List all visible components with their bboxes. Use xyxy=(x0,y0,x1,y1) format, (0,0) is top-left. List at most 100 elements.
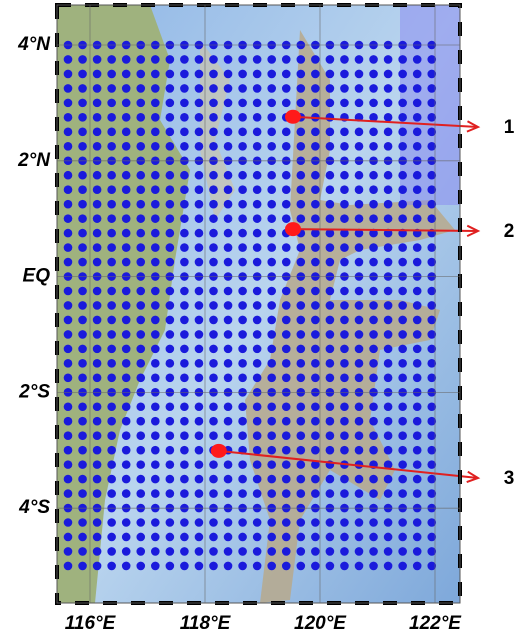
grid-point xyxy=(398,258,407,267)
grid-point xyxy=(136,547,145,556)
grid-point xyxy=(297,70,306,79)
grid-point xyxy=(253,113,262,122)
grid-point xyxy=(253,547,262,556)
grid-point xyxy=(282,446,291,455)
grid-point xyxy=(195,243,204,252)
grid-point xyxy=(340,287,349,296)
grid-point xyxy=(340,55,349,64)
grid-point xyxy=(136,402,145,411)
grid-point xyxy=(107,142,116,151)
grid-point xyxy=(180,518,189,527)
grid-point xyxy=(311,518,320,527)
grid-point xyxy=(297,243,306,252)
grid-point xyxy=(136,70,145,79)
grid-point xyxy=(151,301,160,310)
grid-point xyxy=(136,84,145,93)
grid-point xyxy=(107,431,116,440)
grid-point xyxy=(267,84,276,93)
grid-point xyxy=(64,258,73,267)
grid-point xyxy=(166,287,175,296)
grid-point xyxy=(107,374,116,383)
grid-point xyxy=(340,359,349,368)
grid-point xyxy=(180,417,189,426)
lon-tick-label: 120°E xyxy=(294,613,347,634)
grid-point xyxy=(180,70,189,79)
grid-point xyxy=(355,84,364,93)
grid-point xyxy=(107,128,116,137)
grid-point xyxy=(326,185,335,194)
grid-point xyxy=(209,229,218,238)
grid-point xyxy=(282,316,291,325)
grid-point xyxy=(107,475,116,484)
grid-point xyxy=(195,55,204,64)
grid-point xyxy=(384,287,393,296)
grid-point xyxy=(209,417,218,426)
grid-point xyxy=(209,475,218,484)
grid-point xyxy=(209,316,218,325)
grid-point xyxy=(355,402,364,411)
grid-point xyxy=(107,185,116,194)
grid-point xyxy=(238,547,247,556)
grid-point xyxy=(311,374,320,383)
grid-point xyxy=(355,171,364,180)
grid-point xyxy=(355,99,364,108)
grid-point xyxy=(253,128,262,137)
grid-point xyxy=(311,402,320,411)
grid-point xyxy=(384,200,393,209)
grid-point xyxy=(340,374,349,383)
grid-point xyxy=(151,171,160,180)
grid-point xyxy=(166,301,175,310)
grid-point xyxy=(267,200,276,209)
grid-point xyxy=(93,374,102,383)
grid-point xyxy=(384,258,393,267)
grid-point xyxy=(311,533,320,542)
grid-point xyxy=(398,518,407,527)
grid-point xyxy=(209,214,218,223)
grid-point xyxy=(384,301,393,310)
grid-point xyxy=(107,402,116,411)
grid-point xyxy=(166,417,175,426)
grid-point xyxy=(195,417,204,426)
grid-point xyxy=(384,214,393,223)
site-marker xyxy=(285,222,301,236)
lon-tick-label: 116°E xyxy=(65,613,117,634)
grid-point xyxy=(224,431,233,440)
grid-point xyxy=(282,200,291,209)
grid-point xyxy=(93,128,102,137)
grid-point xyxy=(297,533,306,542)
grid-point xyxy=(107,258,116,267)
grid-point xyxy=(413,345,422,354)
grid-point xyxy=(355,345,364,354)
grid-point xyxy=(64,287,73,296)
grid-point xyxy=(93,200,102,209)
grid-point xyxy=(311,243,320,252)
grid-point xyxy=(224,287,233,296)
grid-point xyxy=(107,460,116,469)
grid-point xyxy=(64,55,73,64)
grid-point xyxy=(340,345,349,354)
grid-point xyxy=(267,475,276,484)
grid-point xyxy=(122,431,131,440)
grid-point xyxy=(180,359,189,368)
grid-point xyxy=(78,128,87,137)
grid-point xyxy=(93,287,102,296)
grid-point xyxy=(64,99,73,108)
grid-point xyxy=(78,229,87,238)
grid-point xyxy=(297,475,306,484)
grid-point xyxy=(311,214,320,223)
grid-point xyxy=(384,417,393,426)
grid-point xyxy=(180,229,189,238)
grid-point xyxy=(122,128,131,137)
grid-point xyxy=(195,489,204,498)
grid-point xyxy=(369,374,378,383)
grid-point xyxy=(64,113,73,122)
grid-point xyxy=(107,316,116,325)
grid-point xyxy=(136,55,145,64)
grid-point xyxy=(355,70,364,79)
grid-point xyxy=(340,128,349,137)
grid-point xyxy=(151,142,160,151)
grid-point xyxy=(122,533,131,542)
site-label: 3 xyxy=(504,468,515,489)
grid-point xyxy=(195,229,204,238)
grid-point xyxy=(413,374,422,383)
